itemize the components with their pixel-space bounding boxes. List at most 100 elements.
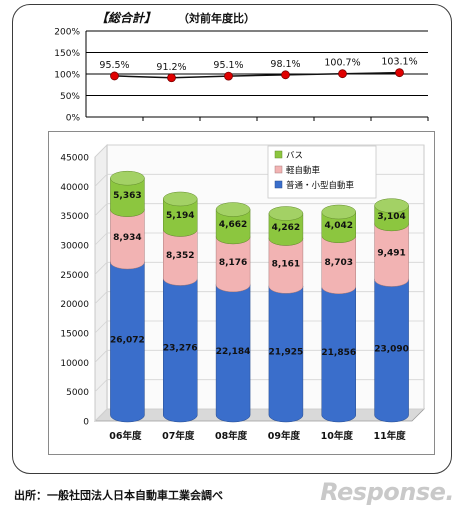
- ratio-chart-subtitle: （対前年度比）: [178, 11, 255, 25]
- bar-data-label: 3,104: [377, 212, 405, 222]
- ratio-point: [395, 68, 404, 78]
- bar-data-label: 8,352: [166, 251, 194, 261]
- ratio-data-label: 98.1%: [270, 59, 300, 70]
- legend-label: 普通・小型自動車: [286, 180, 355, 191]
- ratio-y-tick: 200%: [54, 28, 80, 38]
- ratio-y-tick: 0%: [66, 114, 81, 124]
- bar-segment: [321, 286, 356, 423]
- bar-segment: [163, 198, 198, 237]
- ratio-chart-title: 【総合計】: [96, 11, 156, 25]
- bar-segment: [215, 236, 251, 293]
- bar-segment: [163, 278, 198, 423]
- bar-data-label: 8,703: [325, 258, 353, 268]
- bar-data-label: 23,276: [163, 344, 198, 354]
- bar-data-label: 9,491: [377, 249, 405, 259]
- ratio-data-label: 103.1%: [381, 57, 417, 68]
- bar-y-tick: 0: [83, 418, 89, 428]
- bar-y-tick: 15000: [60, 330, 89, 340]
- bar-y-tick: 40000: [60, 183, 89, 193]
- bar-segment: [374, 279, 409, 423]
- bar-category-label: 07年度: [162, 430, 195, 442]
- legend-swatch: [274, 150, 283, 159]
- ratio-point: [224, 71, 233, 81]
- ratio-data-label: 95.1%: [213, 60, 243, 71]
- legend-swatch: [274, 165, 283, 174]
- bar-data-label: 8,934: [113, 233, 141, 243]
- bar-segment: [374, 223, 409, 287]
- bar-category-label: 11年度: [373, 430, 406, 442]
- bar-segment-top: [374, 198, 409, 213]
- bar-gridline: [94, 291, 424, 304]
- bar-data-label: 4,042: [325, 221, 353, 231]
- bar-data-label: 5,363: [113, 191, 141, 201]
- bar-gridline: [94, 379, 424, 392]
- ratio-point: [281, 70, 290, 80]
- bar-category-label: 08年度: [215, 430, 248, 442]
- bar-segment: [110, 261, 145, 423]
- bar-y-tick: 5000: [66, 388, 89, 398]
- bar-gridline: [94, 349, 424, 363]
- ratio-data-label: 91.2%: [156, 62, 186, 73]
- bar-data-label: 22,184: [216, 347, 251, 357]
- ratio-y-tick: 150%: [54, 49, 80, 59]
- bar-gridline: [94, 232, 424, 246]
- source-note: 出所：一般社団法人日本自動車工業会調べ: [14, 489, 223, 502]
- bar-segment: [268, 286, 304, 423]
- bar-gridline: [94, 203, 424, 216]
- ratio-y-tick: 100%: [54, 71, 80, 81]
- bar-data-label: 23,090: [374, 344, 409, 354]
- bar-segment: [215, 209, 251, 245]
- bar-segment: [163, 229, 198, 286]
- legend-swatch: [274, 180, 283, 189]
- bar-segment: [215, 284, 251, 423]
- bar-y-tick: 25000: [60, 271, 89, 281]
- ratio-line: [114, 71, 400, 79]
- ratio-point: [110, 71, 119, 81]
- bar-data-label: 5,194: [166, 211, 194, 221]
- bar-y-tick: 10000: [60, 359, 89, 369]
- bar-data-label: 26,072: [110, 336, 145, 346]
- ratio-data-label: 95.5%: [99, 60, 129, 71]
- ratio-y-tick: 50%: [60, 92, 80, 102]
- bar-data-label: 8,176: [219, 258, 247, 268]
- bar-category-label: 09年度: [268, 430, 301, 442]
- bar-data-label: 4,262: [272, 223, 300, 233]
- bar-gridline: [94, 261, 424, 275]
- bar-segment-top: [321, 204, 356, 220]
- bar-data-label: 8,161: [272, 259, 300, 269]
- bar-y-tick: 35000: [60, 212, 89, 222]
- bar-y-tick: 30000: [60, 242, 89, 252]
- bar-segment: [268, 213, 304, 246]
- response-logo: Response.: [320, 478, 454, 506]
- bar-data-label: 21,856: [321, 348, 356, 358]
- bar-segment: [321, 211, 356, 243]
- legend-label: 軽自動車: [286, 165, 321, 176]
- bar-gridline: [94, 320, 424, 334]
- bar-y-tick: 45000: [60, 154, 89, 164]
- legend-box: [267, 145, 377, 199]
- ratio-point: [167, 73, 176, 83]
- bar-segment-top: [110, 170, 145, 186]
- bar-segment: [110, 177, 145, 217]
- bar-segment: [268, 238, 304, 294]
- bar-gridline: [94, 144, 424, 158]
- legend-label: バス: [286, 151, 303, 161]
- bar-segment-top: [163, 191, 198, 207]
- chart-side-wall: [94, 144, 108, 422]
- bar-segment-top: [268, 206, 304, 221]
- ratio-data-label: 100.7%: [324, 58, 360, 69]
- bar-segment-top: [215, 202, 251, 217]
- bar-segment: [321, 235, 356, 295]
- stacked-bar-chart: 45000 40000 35000 30000 25000 20000 15000 10000…: [60, 144, 425, 442]
- bar-gridline: [94, 408, 424, 422]
- bar-y-tick: 20000: [60, 300, 89, 310]
- bar-category-label: 10年度: [321, 430, 354, 442]
- bar-data-label: 21,925: [269, 348, 304, 358]
- bar-category-label: 06年度: [109, 430, 142, 442]
- ratio-point: [338, 69, 347, 79]
- bar-data-label: 4,662: [219, 220, 247, 230]
- bar-segment: [110, 209, 145, 270]
- ratio-line-chart: 200% 150% 100% 50% 0% 95.5% 91.2% 95.1% 98.1% 100…: [54, 28, 429, 124]
